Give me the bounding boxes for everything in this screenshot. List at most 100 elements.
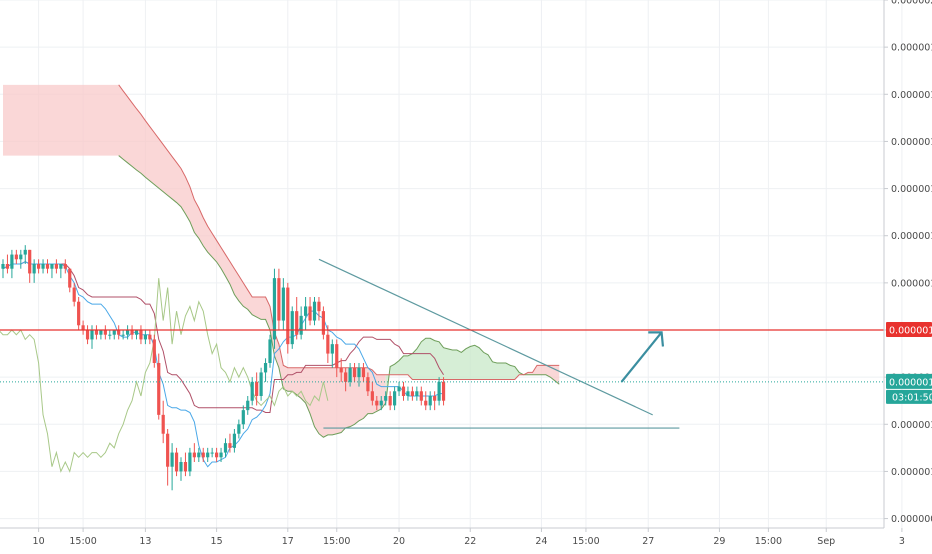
candle-up[interactable] [299, 315, 303, 335]
candle-up[interactable] [99, 330, 103, 335]
candle-up[interactable] [246, 400, 250, 411]
candle-down[interactable] [14, 254, 18, 260]
candle-down[interactable] [157, 363, 161, 415]
candle-up[interactable] [259, 372, 263, 396]
candle-down[interactable] [255, 381, 259, 396]
candle-up[interactable] [393, 391, 397, 406]
candle-down[interactable] [375, 400, 379, 406]
candle-up[interactable] [19, 254, 23, 260]
candle-up[interactable] [304, 306, 308, 316]
candle-up[interactable] [10, 254, 14, 269]
candle-down[interactable] [45, 264, 50, 269]
candle-down[interactable] [37, 264, 41, 269]
candle-down[interactable] [54, 264, 58, 269]
candle-up[interactable] [90, 330, 94, 340]
candle-down[interactable] [441, 381, 446, 401]
candle-up[interactable] [437, 381, 441, 401]
candle-down[interactable] [183, 462, 188, 472]
candle-up[interactable] [23, 249, 27, 255]
candle-down[interactable] [286, 287, 290, 345]
candle-up[interactable] [268, 339, 272, 363]
candle-down[interactable] [130, 330, 134, 335]
candle-up[interactable] [170, 452, 174, 467]
candle-down[interactable] [321, 311, 325, 335]
candle-down[interactable] [85, 330, 90, 340]
candle-down[interactable] [295, 311, 299, 335]
candle-up[interactable] [143, 334, 147, 340]
candle-up[interactable] [134, 330, 139, 335]
candle-up[interactable] [32, 264, 36, 274]
candle-down[interactable] [366, 377, 370, 392]
candle-up[interactable] [206, 452, 210, 458]
candle-down[interactable] [361, 367, 366, 378]
candle-down[interactable] [174, 452, 179, 472]
candle-down[interactable] [77, 301, 81, 326]
candle-up[interactable] [415, 391, 419, 396]
candle-up[interactable] [379, 400, 383, 406]
candle-down[interactable] [326, 334, 330, 354]
candle-down[interactable] [352, 367, 357, 378]
candle-down[interactable] [215, 452, 219, 458]
candle-up[interactable] [210, 452, 214, 454]
candle-up[interactable] [406, 391, 410, 396]
candle-up[interactable] [397, 386, 401, 392]
candle-down[interactable] [117, 330, 121, 335]
projection-arrow[interactable] [620, 331, 663, 383]
candle-up[interactable] [188, 452, 192, 472]
candle-up[interactable] [272, 278, 277, 340]
candle-up[interactable] [312, 301, 317, 321]
candle-down[interactable] [5, 264, 10, 269]
candle-down[interactable] [419, 391, 423, 401]
candle-down[interactable] [152, 339, 156, 363]
trendline-descending[interactable] [318, 258, 653, 416]
candle-down[interactable] [103, 330, 107, 335]
candle-down[interactable] [28, 249, 32, 274]
candle-up[interactable] [428, 396, 432, 406]
candle-up[interactable] [263, 363, 268, 373]
candle-up[interactable] [281, 287, 285, 321]
candle-down[interactable] [277, 278, 281, 321]
candle-down[interactable] [161, 414, 165, 434]
candle-up[interactable] [179, 462, 183, 472]
candle-up[interactable] [241, 410, 245, 425]
candle-down[interactable] [192, 452, 196, 458]
candle-up[interactable] [50, 264, 54, 269]
candle-up[interactable] [219, 452, 223, 458]
candle-up[interactable] [232, 433, 236, 448]
candle-down[interactable] [433, 396, 437, 401]
candle-down[interactable] [410, 391, 414, 396]
candle-up[interactable] [108, 334, 112, 336]
candle-down[interactable] [424, 400, 428, 406]
candle-down[interactable] [401, 386, 406, 396]
candle-down[interactable] [339, 367, 343, 373]
candle-up[interactable] [59, 264, 63, 269]
horizontal-line[interactable] [0, 329, 884, 383]
candle-up[interactable] [223, 443, 228, 453]
candle-down[interactable] [94, 330, 99, 335]
candle-up[interactable] [357, 367, 361, 378]
candle-down[interactable] [335, 344, 339, 368]
candle-down[interactable] [388, 396, 392, 406]
candle-down[interactable] [68, 268, 72, 288]
candle-up[interactable] [237, 424, 241, 434]
candle-up[interactable] [384, 396, 388, 401]
candle-up[interactable] [41, 264, 45, 269]
candle-down[interactable] [370, 391, 374, 401]
candle-down[interactable] [166, 433, 170, 467]
candle-up[interactable] [121, 334, 125, 336]
candle-down[interactable] [63, 264, 67, 269]
candle-up[interactable] [250, 381, 254, 401]
candle-up[interactable] [290, 311, 294, 345]
candle-down[interactable] [72, 287, 76, 302]
candle-down[interactable] [148, 334, 152, 340]
candle-down[interactable] [81, 325, 85, 330]
candle-up[interactable] [330, 344, 334, 354]
candle-up[interactable] [197, 452, 201, 458]
candle-down[interactable] [308, 306, 312, 321]
candle-down[interactable] [228, 443, 232, 448]
candle-up[interactable] [126, 330, 130, 335]
candle-down[interactable] [201, 452, 205, 458]
candle-down[interactable] [317, 301, 321, 312]
candle-up[interactable] [1, 264, 5, 269]
